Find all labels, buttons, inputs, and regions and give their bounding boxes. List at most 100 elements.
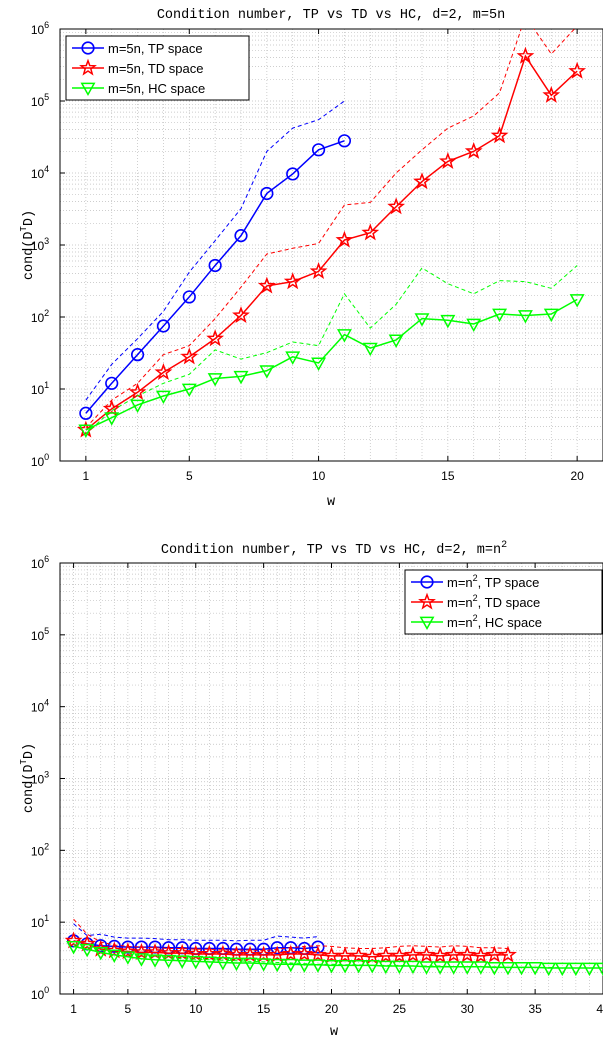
data-point (362, 342, 378, 357)
data-point (257, 276, 276, 294)
data-point (105, 376, 119, 390)
data-point (310, 959, 326, 973)
legend-label: m=n2, TD space (447, 593, 540, 610)
data-point (336, 329, 352, 343)
legend-marker (79, 58, 97, 76)
data-point (229, 957, 244, 972)
data-point (473, 961, 489, 975)
data-point (322, 946, 341, 964)
data-point (351, 960, 367, 974)
data-point (459, 961, 475, 975)
x-tick-label: 20 (570, 469, 584, 483)
y-tick-label: 100 (31, 452, 49, 469)
data-point (516, 46, 535, 64)
legend-label: m=5n, TD space (108, 61, 204, 76)
data-point (311, 357, 327, 372)
data-point (517, 310, 533, 324)
data-point (283, 958, 299, 973)
x-tick-label: 5 (186, 469, 193, 483)
y-tick-label: 106 (31, 20, 49, 37)
legend: m=5n, TP space m=5n, TD space m=5n, HC spa… (65, 35, 250, 101)
data-point (417, 945, 436, 963)
data-point (118, 942, 137, 960)
y-tick-label: 103 (31, 770, 49, 787)
chart-bottom: Condition number, TP vs TD vs HC, d=2, m… (19, 540, 603, 1040)
data-point (174, 955, 190, 969)
data-point (378, 960, 394, 975)
data-point (595, 962, 603, 977)
data-point (568, 962, 584, 977)
legend-marker (418, 592, 436, 610)
series-layer (76, 29, 587, 438)
data-point (337, 960, 353, 974)
y-tick-label: 101 (31, 380, 49, 397)
x-tick-label: 10 (189, 1002, 203, 1016)
y-tick-label: 105 (31, 626, 49, 643)
data-point (486, 961, 502, 976)
legend-marker (419, 616, 435, 631)
data-point (499, 945, 517, 963)
data-point (130, 399, 146, 414)
data-point (242, 957, 258, 972)
data-point (281, 944, 300, 962)
data-point (208, 258, 222, 273)
data-point (285, 351, 301, 365)
data-point (581, 962, 597, 977)
data-point (181, 383, 197, 398)
data-point (256, 958, 272, 972)
data-point (527, 961, 543, 976)
data-point (446, 961, 462, 975)
data-point (458, 945, 477, 963)
series-dashed-line (85, 29, 576, 429)
data-point (268, 945, 287, 963)
y-tick-label: 104 (31, 164, 49, 181)
legend-marker (81, 41, 95, 55)
y-tick-label: 106 (31, 554, 49, 571)
data-point (102, 399, 121, 417)
data-point (388, 334, 404, 349)
data-point (309, 262, 328, 279)
data-point (295, 944, 314, 962)
data-point (155, 390, 171, 405)
legend-marker (80, 82, 96, 97)
data-point (161, 954, 177, 969)
data-point (104, 412, 120, 426)
data-point (78, 424, 94, 438)
x-tick-label: 25 (393, 1002, 407, 1016)
data-point (311, 940, 325, 954)
data-point (471, 946, 490, 964)
x-tick-label: 20 (325, 1002, 339, 1016)
data-point (215, 957, 231, 971)
data-point (404, 945, 422, 963)
data-point (269, 958, 285, 973)
legend-label: m=5n, TP space (108, 41, 203, 56)
data-point (438, 152, 457, 169)
series-line (73, 945, 603, 969)
data-point (283, 272, 302, 290)
data-point (156, 319, 171, 333)
data-point (121, 940, 135, 954)
chart-title: Condition number, TP vs TD vs HC, d=2, m… (157, 8, 505, 23)
chart-top: Condition number, TP vs TD vs HC, d=2, m… (19, 8, 603, 510)
series-dashed-line (85, 265, 578, 434)
data-point (180, 347, 199, 365)
x-tick-label: 10 (312, 469, 326, 483)
y-tick-label: 100 (31, 985, 49, 1002)
data-point (363, 947, 382, 965)
data-point (500, 961, 516, 976)
data-point (376, 946, 395, 964)
y-tick-label: 102 (31, 841, 49, 858)
x-axis-label: w (330, 1025, 338, 1040)
y-tick-label: 104 (31, 698, 49, 715)
data-point (106, 949, 122, 963)
data-point (414, 313, 430, 327)
data-point (79, 943, 95, 958)
x-tick-label: 35 (528, 1002, 542, 1016)
data-point (260, 186, 274, 201)
data-point (286, 167, 300, 181)
data-point (541, 962, 557, 977)
data-point (543, 308, 559, 323)
data-point (128, 382, 147, 400)
data-point (182, 290, 196, 304)
data-point (514, 961, 530, 976)
